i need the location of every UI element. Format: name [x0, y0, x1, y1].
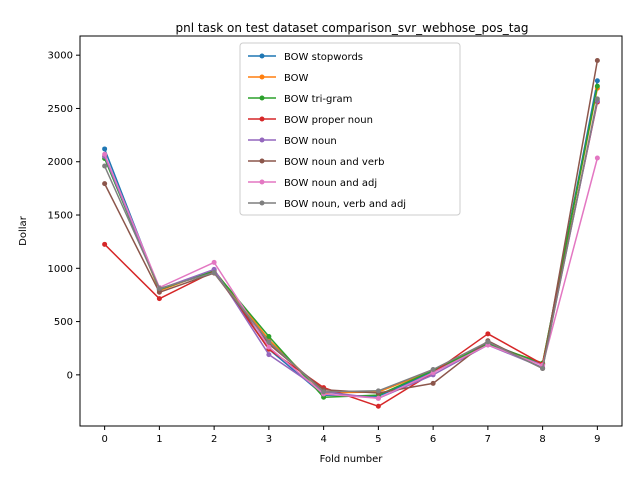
x-axis-label: Fold number	[320, 454, 384, 465]
legend-label: BOW proper noun	[284, 115, 373, 126]
data-point	[540, 365, 546, 371]
legend-swatch-marker	[259, 95, 265, 101]
x-tick-label: 7	[485, 434, 491, 445]
legend-entry: BOW proper noun	[248, 115, 373, 126]
y-tick-label: 0	[67, 370, 73, 381]
data-point	[321, 389, 327, 395]
y-tick-label: 1500	[48, 211, 73, 222]
chart-title: pnl task on test dataset comparison_svr_…	[176, 21, 529, 35]
data-point	[156, 286, 162, 292]
data-point	[156, 289, 162, 295]
data-point	[211, 259, 217, 265]
legend-label: BOW	[284, 73, 309, 84]
legend-swatch-marker	[259, 179, 265, 185]
series-line	[103, 98, 599, 393]
x-tick-label: 4	[320, 434, 326, 445]
data-point	[266, 339, 272, 345]
data-point	[594, 83, 600, 89]
legend-label: BOW noun, verb and adj	[284, 199, 406, 210]
y-tick-label: 500	[54, 317, 73, 328]
axis-ticks: 0 1 2 3 4 5 6 7 8 9 0 500 1000 1500 2000 2500 3000	[48, 51, 601, 445]
y-axis-label: Dollar	[18, 215, 29, 246]
data-point	[266, 344, 272, 350]
legend-entry: BOW noun and adj	[248, 178, 377, 189]
legend-entry: BOW tri-gram	[248, 94, 352, 105]
data-point	[594, 78, 600, 84]
legend-entry: BOW noun and verb	[248, 157, 384, 168]
legend-swatch-marker	[259, 200, 265, 206]
x-tick-label: 5	[375, 434, 381, 445]
series-line	[104, 101, 599, 408]
data-point	[102, 241, 108, 247]
data-point	[102, 163, 108, 169]
legend-label: BOW noun and verb	[284, 157, 384, 168]
x-tick-label: 2	[211, 434, 217, 445]
data-point	[485, 331, 491, 337]
series-lines	[102, 58, 600, 409]
legend-label: BOW tri-gram	[284, 94, 352, 105]
x-tick-label: 1	[156, 434, 162, 445]
x-tick-label: 8	[539, 434, 545, 445]
legend-entry: BOW noun, verb and adj	[248, 199, 406, 210]
legend-swatch-marker	[259, 116, 265, 122]
legend-label: BOW noun and adj	[284, 178, 377, 189]
data-point	[102, 151, 108, 157]
x-tick-label: 3	[266, 434, 272, 445]
data-point	[156, 296, 162, 302]
legend-entry: BOW noun	[248, 136, 337, 147]
legend-entry: BOW stopwords	[248, 52, 363, 63]
legend: BOW stopwords BOW BOW tri-gram BOW proper n…	[239, 42, 461, 216]
data-point	[102, 181, 108, 187]
series-7	[102, 96, 600, 395]
y-tick-label: 2000	[48, 157, 73, 168]
x-tick-label: 9	[594, 434, 600, 445]
legend-swatch-marker	[259, 74, 265, 80]
legend-swatch-marker	[259, 158, 265, 164]
data-point	[102, 146, 108, 152]
data-point	[375, 388, 381, 394]
data-point	[375, 395, 381, 401]
legend-entry: BOW	[248, 73, 309, 84]
y-tick-label: 3000	[48, 51, 73, 62]
plot-frame	[79, 35, 623, 427]
data-point	[375, 403, 381, 409]
legend-box	[239, 42, 461, 216]
data-point	[594, 96, 600, 102]
legend-label: BOW noun	[284, 136, 337, 147]
data-point	[211, 270, 217, 276]
data-point	[485, 339, 491, 345]
data-point	[430, 367, 436, 373]
data-point	[266, 333, 272, 339]
data-point	[430, 380, 436, 386]
x-tick-label: 6	[430, 434, 436, 445]
data-point	[594, 58, 600, 64]
data-point	[266, 352, 272, 358]
legend-label: BOW stopwords	[284, 52, 363, 63]
x-tick-label: 0	[101, 434, 107, 445]
legend-swatch-marker	[259, 137, 265, 143]
y-tick-label: 1000	[48, 264, 73, 275]
y-tick-label: 2500	[48, 104, 73, 115]
data-point	[594, 155, 600, 161]
legend-swatch-marker	[259, 53, 265, 59]
series-line	[103, 100, 599, 400]
